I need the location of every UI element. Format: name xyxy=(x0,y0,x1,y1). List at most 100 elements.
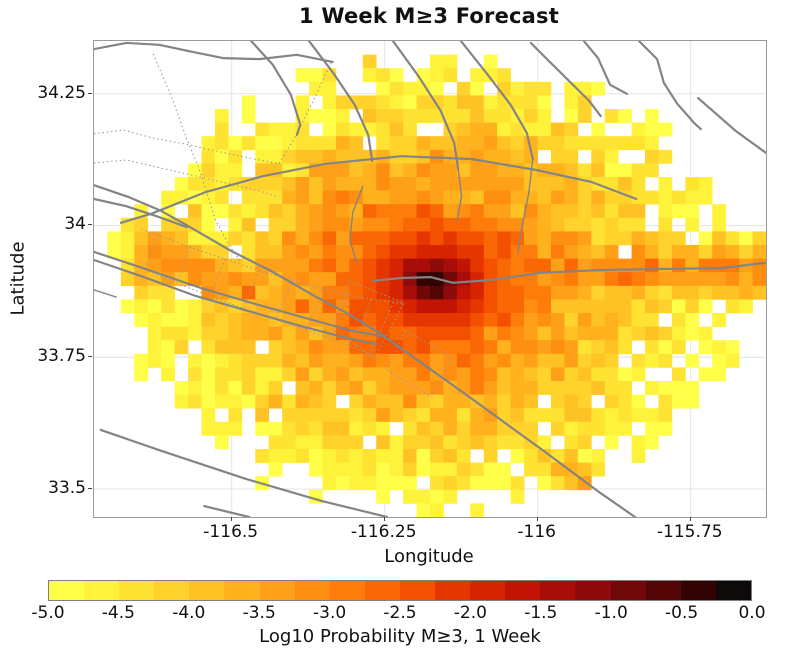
heatmap-cell xyxy=(295,353,310,368)
heatmap-cell xyxy=(362,204,377,219)
heatmap-cell xyxy=(631,299,646,314)
heatmap-cell xyxy=(416,272,431,287)
heatmap-cell xyxy=(739,285,753,300)
heatmap-cell xyxy=(618,136,632,151)
heatmap-cell xyxy=(282,149,296,164)
fault-line xyxy=(94,41,334,63)
heatmap-cell xyxy=(134,313,149,327)
heatmap-cell xyxy=(241,272,256,287)
heatmap-cell xyxy=(376,81,391,96)
heatmap-cell xyxy=(282,122,296,137)
heatmap-cell xyxy=(241,231,256,246)
heatmap-cell xyxy=(591,462,606,477)
heatmap-cell xyxy=(322,408,337,423)
colorbar-segment xyxy=(505,581,541,600)
heatmap-cell xyxy=(524,421,538,436)
heatmap-cell xyxy=(443,95,458,110)
heatmap-cell xyxy=(604,381,619,395)
heatmap-cell xyxy=(335,204,350,219)
heatmap-cell xyxy=(201,136,216,151)
heatmap-cell xyxy=(443,408,458,423)
heatmap-cell xyxy=(510,95,525,110)
heatmap-cell xyxy=(268,381,283,395)
heatmap-cell xyxy=(443,313,458,327)
heatmap-cell xyxy=(658,122,673,137)
fault-line xyxy=(637,41,702,131)
heatmap-cell xyxy=(470,435,485,450)
heatmap-cell xyxy=(147,326,162,341)
heatmap-cell xyxy=(389,163,404,178)
heatmap-cell xyxy=(443,109,458,123)
colorbar-segment xyxy=(435,581,471,600)
heatmap-cell xyxy=(403,190,417,205)
heatmap-cell xyxy=(564,285,579,300)
heatmap-cell xyxy=(255,449,270,463)
heatmap-cell xyxy=(309,68,323,83)
heatmap-cell xyxy=(241,326,256,341)
heatmap-cell xyxy=(174,394,189,409)
heatmap-cell xyxy=(550,476,565,491)
heatmap-cell xyxy=(430,54,444,69)
heatmap-cell xyxy=(295,340,310,355)
heatmap-cell xyxy=(295,285,310,300)
heatmap-cell xyxy=(524,381,538,395)
heatmap-cell xyxy=(456,136,471,151)
heatmap-cell xyxy=(376,489,391,504)
heatmap-cell xyxy=(188,353,202,368)
heatmap-cell xyxy=(658,421,673,436)
heatmap-cell xyxy=(524,326,538,341)
heatmap-cell xyxy=(228,217,243,232)
heatmap-cell xyxy=(295,68,310,83)
heatmap-cell xyxy=(430,326,444,341)
heatmap-cell xyxy=(564,204,579,219)
heatmap-cell xyxy=(120,272,135,287)
heatmap-cell xyxy=(483,163,498,178)
heatmap-cell xyxy=(591,190,606,205)
heatmap-cell xyxy=(604,245,619,259)
y-tick-label: 34 xyxy=(64,214,86,235)
heatmap-cell xyxy=(295,367,310,382)
forecast-map xyxy=(93,40,767,518)
heatmap-cell xyxy=(591,449,606,463)
heatmap-cell xyxy=(322,258,337,273)
heatmap-cell xyxy=(430,476,444,491)
heatmap-cell xyxy=(174,177,189,191)
heatmap-cell xyxy=(537,177,552,191)
heatmap-cell xyxy=(497,109,511,123)
heatmap-cell xyxy=(577,231,592,246)
heatmap-cell xyxy=(524,394,538,409)
heatmap-cell xyxy=(241,394,256,409)
heatmap-cell xyxy=(537,217,552,232)
heatmap-cell xyxy=(537,326,552,341)
heatmap-cell xyxy=(524,258,538,273)
heatmap-cell xyxy=(322,421,337,436)
heatmap-cell xyxy=(510,449,525,463)
heatmap-cell xyxy=(188,367,202,382)
fault-line xyxy=(94,289,117,298)
heatmap-cell xyxy=(443,149,458,164)
heatmap-cell xyxy=(335,449,350,463)
heatmap-cell xyxy=(604,204,619,219)
heatmap-cell xyxy=(564,109,579,123)
heatmap-cell xyxy=(389,190,404,205)
heatmap-cell xyxy=(631,217,646,232)
heatmap-cell xyxy=(282,217,296,232)
heatmap-cell xyxy=(389,68,404,83)
heatmap-cell xyxy=(524,313,538,327)
heatmap-cell xyxy=(443,299,458,314)
heatmap-cell xyxy=(228,204,243,219)
heatmap-cell xyxy=(712,217,727,232)
heatmap-cell xyxy=(147,245,162,259)
heatmap-cell xyxy=(497,163,511,178)
heatmap-cell xyxy=(712,204,727,219)
heatmap-cell xyxy=(268,217,283,232)
fault-line xyxy=(307,41,374,163)
heatmap-cell xyxy=(645,122,659,137)
heatmap-cell xyxy=(483,245,498,259)
heatmap-cell xyxy=(349,353,364,368)
heatmap-cell xyxy=(335,258,350,273)
colorbar-tick-label: -2.0 xyxy=(453,603,487,623)
colorbar-segment xyxy=(294,581,330,600)
heatmap-cell xyxy=(416,435,431,450)
heatmap-cell xyxy=(497,326,511,341)
